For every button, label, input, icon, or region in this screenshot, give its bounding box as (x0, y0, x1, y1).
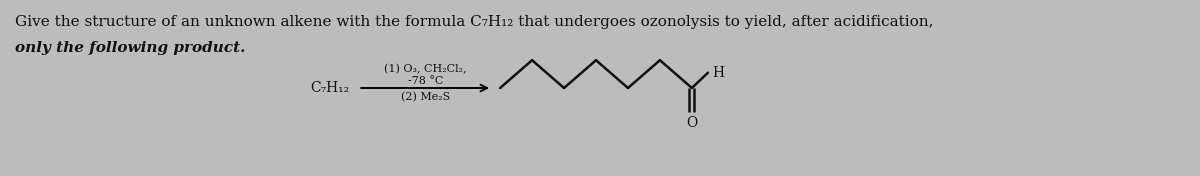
Text: H: H (712, 66, 724, 80)
Text: (1) O₃, CH₂Cl₂,: (1) O₃, CH₂Cl₂, (384, 64, 467, 74)
Text: Give the structure of an unknown alkene with the formula C₇H₁₂ that undergoes oz: Give the structure of an unknown alkene … (14, 15, 934, 29)
Text: -78 °C: -78 °C (408, 76, 443, 86)
Text: O: O (686, 116, 697, 130)
Text: C₇H₁₂: C₇H₁₂ (311, 81, 349, 95)
Text: only the following product.: only the following product. (14, 41, 245, 55)
Text: (2) Me₂S: (2) Me₂S (401, 92, 450, 102)
